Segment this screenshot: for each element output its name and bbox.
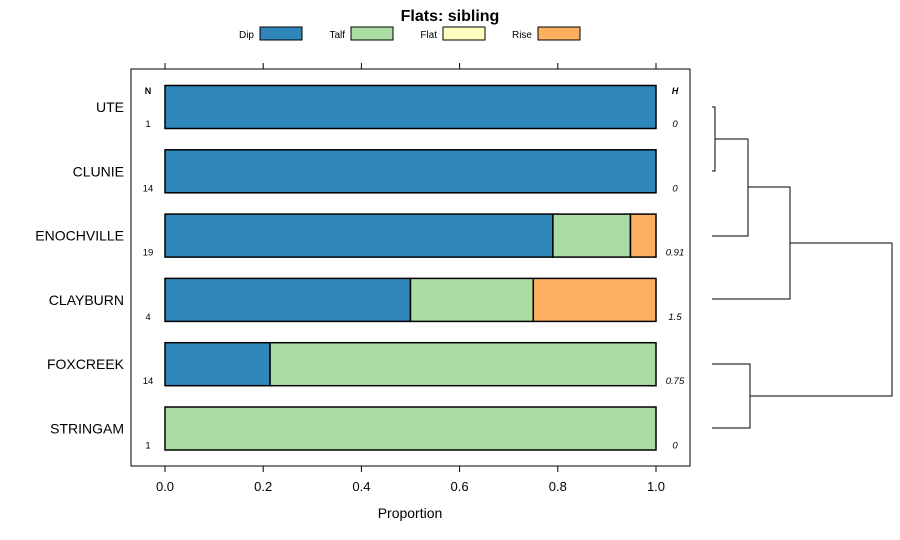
h-value-foxcreek: 0.75 bbox=[666, 376, 685, 387]
category-label-foxcreek: FOXCREEK bbox=[47, 356, 125, 372]
x-tick-label: 0.6 bbox=[451, 479, 469, 494]
x-tick-label: 0.2 bbox=[254, 479, 272, 494]
bar-clayburn-talf bbox=[409, 277, 534, 323]
n-header: N bbox=[145, 86, 152, 96]
dendro-link-enochville bbox=[712, 138, 749, 237]
category-label-clayburn: CLAYBURN bbox=[49, 292, 124, 308]
legend-swatch-dip bbox=[259, 26, 303, 41]
h-value-clayburn: 1.5 bbox=[668, 312, 682, 323]
legend-label-rise: Rise bbox=[512, 30, 532, 41]
n-value-enochville: 19 bbox=[143, 248, 154, 259]
dendro-link-ute-clunie bbox=[712, 106, 716, 172]
n-value-stringam: 1 bbox=[145, 441, 150, 452]
category-label-enochville: ENOCHVILLE bbox=[35, 228, 124, 244]
category-label-stringam: STRINGAM bbox=[50, 421, 124, 437]
n-value-clunie: 14 bbox=[143, 183, 154, 194]
legend-swatch-flat bbox=[442, 26, 486, 41]
bar-clayburn-rise bbox=[532, 277, 657, 323]
n-value-clayburn: 4 bbox=[145, 312, 150, 323]
dendro-link-root bbox=[750, 242, 893, 397]
bar-foxcreek-dip bbox=[164, 341, 271, 387]
plot-panel bbox=[130, 68, 691, 467]
legend: Dip Talf Flat Rise bbox=[239, 26, 581, 41]
x-tick-label: 0.4 bbox=[352, 479, 370, 494]
legend-label-dip: Dip bbox=[239, 30, 254, 41]
bar-enochville-talf bbox=[552, 213, 632, 258]
category-label-clunie: CLUNIE bbox=[73, 163, 124, 179]
bar-ute-dip bbox=[164, 84, 657, 130]
legend-label-talf: Talf bbox=[329, 30, 345, 41]
x-axis-label: Proportion bbox=[378, 505, 443, 521]
category-label-ute: UTE bbox=[96, 99, 124, 115]
bar-clayburn-dip bbox=[164, 277, 412, 323]
h-value-stringam: 0 bbox=[672, 441, 678, 452]
legend-label-flat: Flat bbox=[420, 30, 437, 41]
bar-stringam-talf bbox=[164, 406, 657, 451]
bar-enochville-dip bbox=[164, 213, 554, 258]
h-header: H bbox=[672, 86, 679, 96]
bar-foxcreek-talf bbox=[269, 341, 657, 387]
h-value-clunie: 0 bbox=[672, 183, 678, 194]
row-labels: UTE 1 0 CLUNIE 14 0 ENOCHVILLE 19 0.91 CLAYBURN 4 1… bbox=[35, 99, 685, 452]
dendro-link-foxcreek-stringam bbox=[712, 363, 751, 429]
x-tick-label: 0.0 bbox=[156, 479, 174, 494]
bar-clunie-dip bbox=[164, 149, 657, 194]
n-value-foxcreek: 14 bbox=[143, 376, 154, 387]
h-value-ute: 0 bbox=[672, 119, 678, 130]
legend-swatch-rise bbox=[537, 26, 581, 41]
dendro-link-clayburn bbox=[712, 186, 791, 300]
n-value-ute: 1 bbox=[145, 119, 150, 130]
chart-title: Flats: sibling bbox=[401, 8, 500, 25]
legend-swatch-talf bbox=[350, 26, 394, 41]
axes: 0.0 0.2 0.4 0.6 0.8 1.0 bbox=[156, 63, 665, 494]
dendrogram bbox=[712, 106, 893, 429]
h-value-enochville: 0.91 bbox=[666, 248, 685, 259]
bar-enochville-rise bbox=[629, 213, 657, 258]
bars bbox=[164, 84, 657, 451]
x-tick-label: 1.0 bbox=[647, 479, 665, 494]
x-tick-label: 0.8 bbox=[549, 479, 567, 494]
